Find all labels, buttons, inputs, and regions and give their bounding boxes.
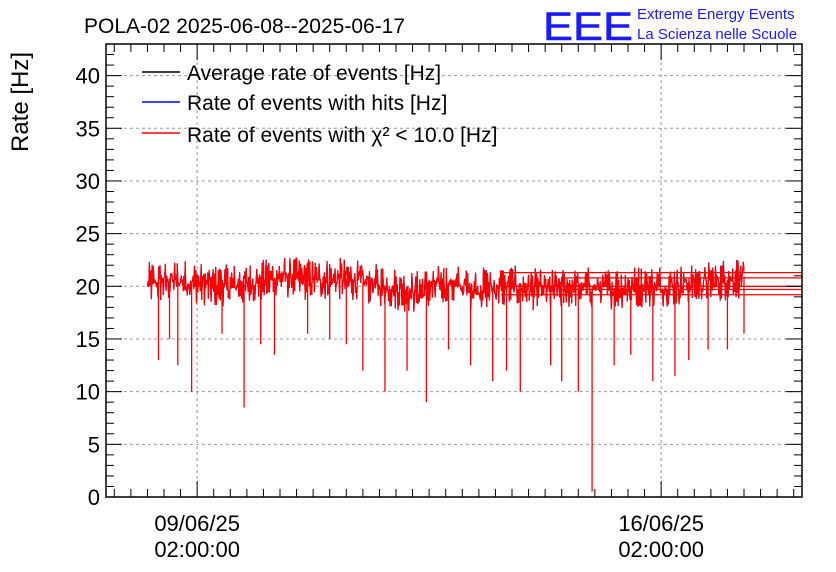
legend-label-average: Average rate of events [Hz]: [187, 62, 441, 85]
y-tick-label-10: 10: [76, 380, 100, 405]
eee-logo: EEE Extreme Energy Events La Scienza nel…: [543, 5, 797, 50]
y-tick-label-35: 35: [76, 116, 100, 141]
data-traces: [146, 257, 802, 492]
y-tick-label-40: 40: [76, 64, 100, 89]
eee-logo-line1: Extreme Energy Events: [637, 6, 795, 23]
x-tick-label-date-1: 16/06/25: [618, 511, 704, 536]
x-tick-label-time-1: 02:00:00: [618, 537, 704, 562]
chart-title: POLA-02 2025-06-08--2025-06-17: [84, 15, 405, 38]
eee-logo-line2: La Scienza nelle Scuole: [637, 26, 797, 43]
y-tick-label-5: 5: [88, 432, 100, 457]
y-tick-label-0: 0: [88, 485, 100, 510]
series-chi2-line: [146, 257, 745, 312]
y-tick-label-30: 30: [76, 169, 100, 194]
plot-frame: [105, 43, 803, 498]
y-tick-label-15: 15: [76, 327, 100, 352]
legend-label-chi2: Rate of events with χ² < 10.0 [Hz]: [187, 124, 497, 147]
y-tick-labels: 0 5 10 15 20 25 30 35 40: [76, 64, 100, 510]
y-axis-label: Rate [Hz]: [7, 52, 34, 152]
y-tick-label-20: 20: [76, 274, 100, 299]
plot-border: [105, 43, 803, 498]
x-tick-label-date-0: 09/06/25: [154, 511, 240, 536]
eee-logo-mark: EEE: [543, 5, 633, 49]
x-tick-label-time-0: 02:00:00: [154, 537, 240, 562]
legend: Average rate of events [Hz] Rate of even…: [142, 62, 497, 147]
legend-label-hits: Rate of events with hits [Hz]: [187, 92, 447, 115]
y-tick-label-25: 25: [76, 222, 100, 247]
